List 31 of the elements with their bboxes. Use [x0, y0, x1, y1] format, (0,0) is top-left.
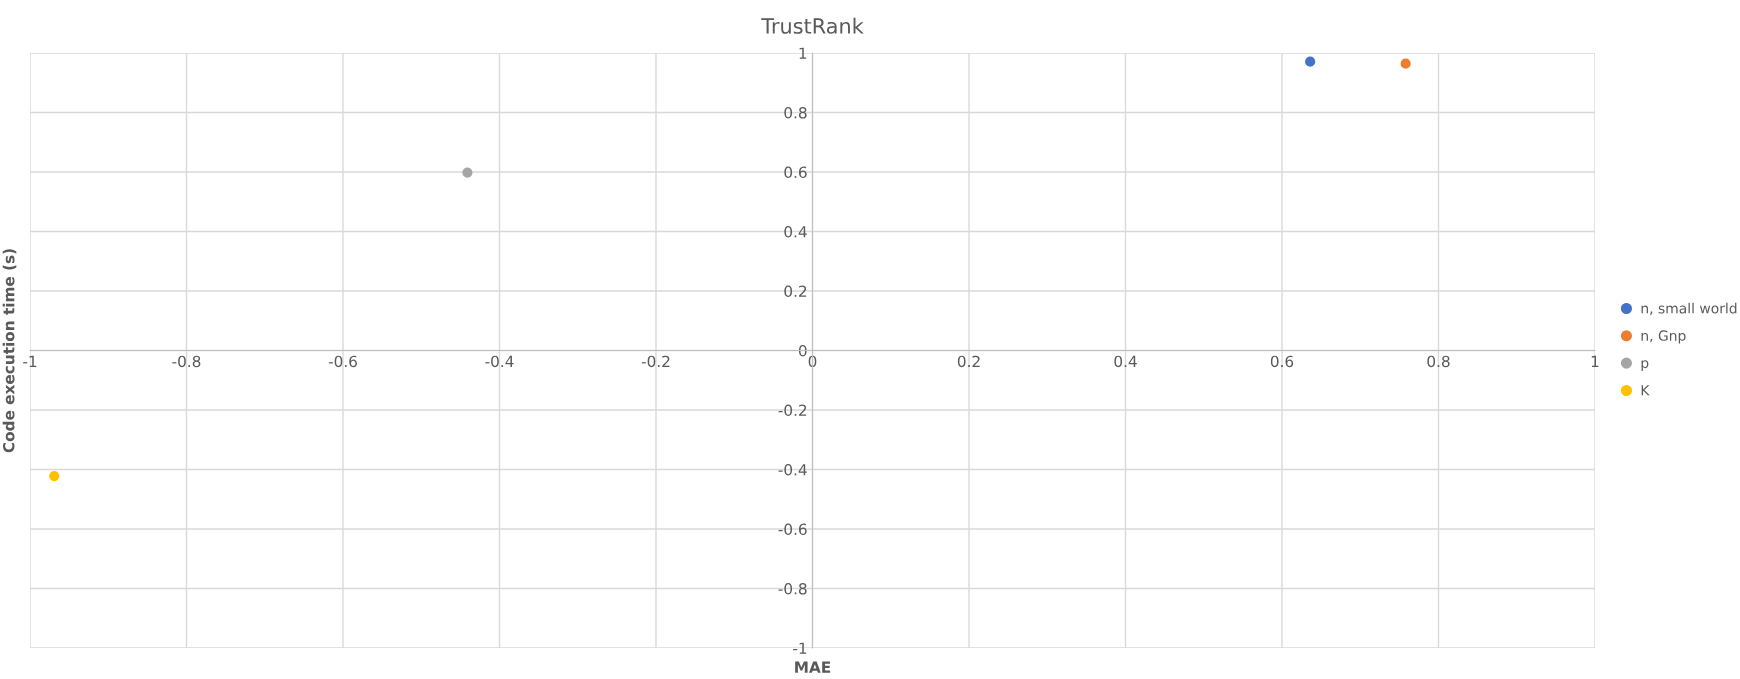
y-tick-label: -0.4 — [778, 463, 807, 476]
y-tick-label: 0.4 — [784, 225, 807, 238]
y-tick-label: 0.2 — [784, 285, 807, 298]
x-tick-label: -1 — [23, 355, 37, 367]
y-tick-label: -0.2 — [778, 404, 807, 417]
x-tick-label: -0.8 — [172, 355, 201, 368]
point — [1305, 56, 1316, 67]
x-tick-label: -0.6 — [328, 355, 357, 368]
x-tick-label: -0.2 — [641, 355, 670, 368]
y-tick-label: -0.6 — [778, 523, 807, 536]
point — [1400, 58, 1411, 69]
y-tick-label: 0.8 — [784, 106, 807, 119]
y-tick-label: -0.8 — [778, 582, 807, 595]
y-tick-label: 0.6 — [784, 166, 807, 179]
point — [49, 470, 60, 482]
legend-label: n, small world — [1641, 302, 1737, 315]
x-tick-label: 0.2 — [957, 355, 980, 368]
x-tick-label: 0.8 — [1427, 355, 1450, 368]
y-axis-title: Code execution time (s) — [2, 249, 17, 453]
y-tick-label: 1 — [799, 47, 807, 59]
chart-title: TrustRank — [761, 17, 864, 34]
x-tick-label: 0.6 — [1270, 355, 1294, 368]
x-tick-label: 1 — [1591, 355, 1599, 367]
legend-label: n, Gnp — [1641, 330, 1686, 344]
legend-label: K — [1641, 385, 1650, 396]
y-tick-label: -1 — [793, 642, 807, 654]
x-axis-title: MAE — [795, 661, 831, 673]
x-tick-label: -0.4 — [485, 355, 514, 368]
point — [462, 167, 473, 178]
x-tick-label: 0.4 — [1114, 355, 1137, 368]
legend-label: p — [1641, 360, 1649, 371]
